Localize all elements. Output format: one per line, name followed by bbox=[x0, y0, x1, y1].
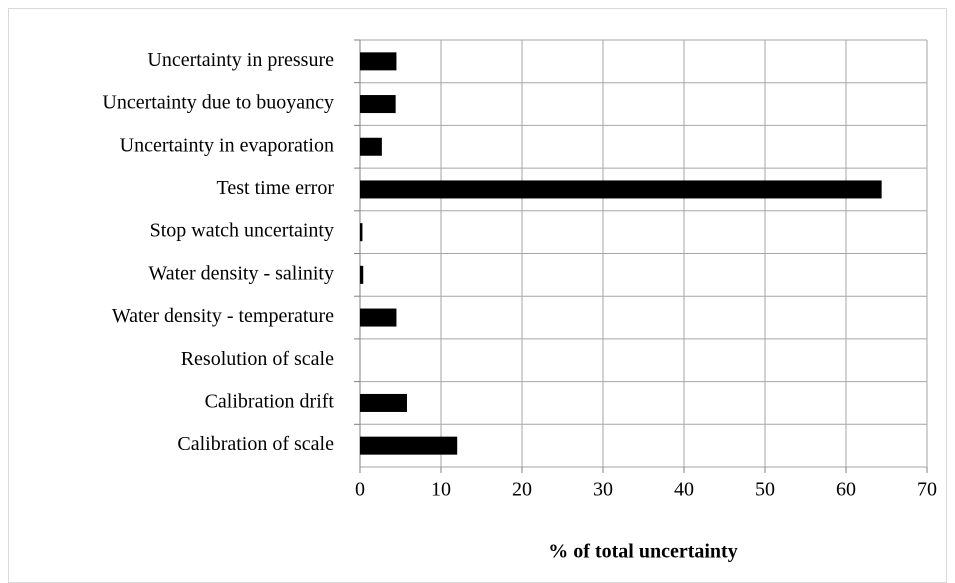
bar bbox=[360, 308, 397, 327]
bar bbox=[360, 137, 382, 156]
y-tick-label: Water density - salinity bbox=[148, 262, 334, 284]
x-tick-label: 40 bbox=[674, 479, 694, 501]
y-tick-label: Calibration drift bbox=[205, 391, 335, 413]
x-tick-label: 70 bbox=[917, 479, 937, 501]
bar bbox=[360, 436, 458, 455]
y-tick-label: Water density - temperature bbox=[112, 305, 334, 327]
bar bbox=[360, 393, 407, 412]
x-tick-label: 10 bbox=[431, 479, 451, 501]
x-tick-label: 30 bbox=[593, 479, 613, 501]
x-tick-label: 60 bbox=[836, 479, 856, 501]
y-tick-label: Uncertainty in pressure bbox=[147, 49, 334, 71]
y-tick-label: Uncertainty due to buoyancy bbox=[102, 92, 334, 114]
x-tick-label: 0 bbox=[355, 479, 365, 501]
y-tick-label: Uncertainty in evaporation bbox=[120, 134, 334, 156]
y-tick-label: Stop watch uncertainty bbox=[150, 220, 334, 242]
chart-border bbox=[8, 8, 947, 583]
y-tick-label: Resolution of scale bbox=[181, 348, 334, 370]
bar bbox=[360, 180, 882, 199]
bar bbox=[360, 265, 364, 284]
bar bbox=[360, 52, 397, 71]
x-tick-label: 20 bbox=[512, 479, 532, 501]
bar bbox=[360, 95, 396, 114]
x-tick-label: 50 bbox=[755, 479, 775, 501]
bar bbox=[360, 223, 363, 242]
x-axis-label: % of total uncertainty bbox=[548, 541, 737, 563]
y-tick-label: Test time error bbox=[217, 177, 335, 199]
y-tick-label: Calibration of scale bbox=[177, 433, 334, 455]
